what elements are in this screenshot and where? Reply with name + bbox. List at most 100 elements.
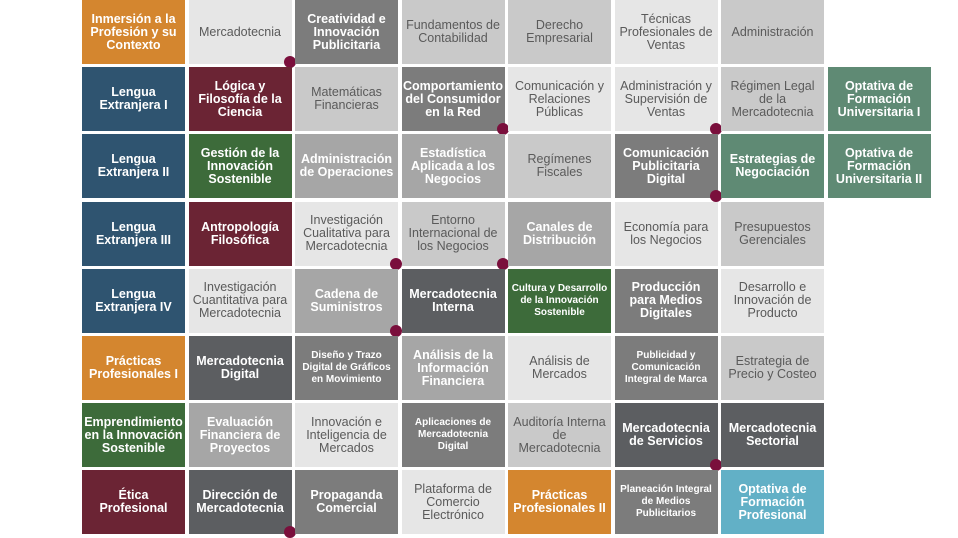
course-cell: Emprendimiento en la Innovación Sostenib… <box>82 403 185 468</box>
course-cell: Lengua Extranjera III <box>82 201 185 266</box>
course-cell: Mercadotecnia Digital <box>188 336 292 400</box>
course-name: Planeación Integral de Medios Publicitar… <box>620 484 712 520</box>
course-name: Cultura y Desarrollo de la Innovación So… <box>511 282 608 318</box>
course-name: Canales de Distribución <box>523 219 596 247</box>
course-cell: Administración <box>721 0 824 64</box>
course-cell: Economía para los Negocios <box>614 201 718 266</box>
course-name: Comunicación Publicitaria Digital <box>622 145 710 186</box>
course-cell: Cadena de Suministros <box>295 268 402 337</box>
course-cell: Investigación Cualitativa para Mercadote… <box>295 201 402 270</box>
marker-dot-icon <box>709 190 722 203</box>
course-name: Administración y Supervisión de Ventas <box>620 78 712 119</box>
course-name: Optativa de Formación Profesional <box>738 481 807 522</box>
course-name: Presupuestos Gerenciales <box>734 219 811 247</box>
course-cell: Análisis de la Información Financiera <box>401 336 505 400</box>
course-cell: Mercadotecnia de Servicios <box>614 403 722 472</box>
course-name: Régimen Legal de la Mercadotecnia <box>730 78 815 119</box>
course-name: Plataforma de Comercio Electrónico <box>414 481 492 522</box>
course-cell: Producción para Medios Digitales <box>614 268 718 333</box>
course-name: Desarrollo e Innovación de Producto <box>733 280 812 321</box>
course-name: Antropología Filosófica <box>201 219 279 247</box>
course-name: Técnicas Profesionales de Ventas <box>619 11 713 52</box>
course-cell: Comportamiento del Consumidor en la Red <box>401 67 509 136</box>
course-cell: Presupuestos Gerenciales <box>721 201 824 266</box>
course-cell: Comunicación y Relaciones Públicas <box>508 67 611 132</box>
course-name: Optativa de Formación Universitaria I <box>837 78 921 119</box>
marker-dot-icon <box>283 526 296 538</box>
course-cell: Creatividad e Innovación Publicitaria <box>295 0 398 64</box>
course-cell: Entorno Internacional de los Negocios <box>401 201 509 270</box>
course-cell: Planeación Integral de Medios Publicitar… <box>614 470 718 535</box>
course-name: Fundamentos de Contabilidad <box>406 18 500 45</box>
course-name: Evaluación Financiera de Proyectos <box>199 414 281 455</box>
course-name: Prácticas Profesionales I <box>89 354 178 381</box>
course-cell: Antropología Filosófica <box>188 201 292 266</box>
course-cell: Lengua Extranjera I <box>82 67 185 132</box>
course-name: Gestión de la Innovación Sostenible <box>200 145 280 186</box>
marker-dot-icon <box>390 324 402 337</box>
course-cell: Lógica y Filosofía de la Ciencia <box>188 67 292 132</box>
course-name: Prácticas Profesionales II <box>513 488 606 516</box>
course-name: Aplicaciones de Mercadotecnia Digital <box>414 417 492 453</box>
marker-dot-icon <box>283 56 296 68</box>
course-name: Mercadotecnia Digital <box>196 354 284 381</box>
course-cell: Plataforma de Comercio Electrónico <box>401 470 505 535</box>
course-name: Lengua Extranjera III <box>95 219 172 247</box>
course-cell: Optativa de Formación Universitaria II <box>827 134 931 199</box>
course-cell: Administración de Operaciones <box>295 134 398 199</box>
course-name: Análisis de Mercados <box>529 354 590 381</box>
course-name: Regímenes Fiscales <box>527 152 592 180</box>
course-name: Innovación e Inteligencia de Mercados <box>306 414 387 455</box>
course-cell: Comunicación Publicitaria Digital <box>614 134 722 203</box>
course-cell: Regímenes Fiscales <box>508 134 611 199</box>
course-cell: Innovación e Inteligencia de Mercados <box>295 403 398 468</box>
course-name: Propaganda Comercial <box>310 488 383 516</box>
course-name: Estrategia de Precio y Costeo <box>728 354 817 381</box>
course-name: Estrategias de Negociación <box>729 152 816 180</box>
course-name: Diseño y Trazo Digital de Gráficos en Mo… <box>302 350 391 385</box>
course-name: Dirección de Mercadotecnia <box>196 488 284 516</box>
course-cell: Ética Profesional <box>82 470 185 535</box>
course-cell: Inmersión a la Profesión y su Contexto <box>82 0 185 64</box>
course-name: Cadena de Suministros <box>310 286 383 314</box>
course-cell: Gestión de la Innovación Sostenible <box>188 134 292 199</box>
course-cell: Prácticas Profesionales I <box>82 336 185 400</box>
course-cell: Publicidad y Comunicación Integral de Ma… <box>614 336 718 400</box>
course-cell: Estrategia de Precio y Costeo <box>721 336 824 400</box>
course-name: Investigación Cuantitativa para Mercadot… <box>192 280 288 321</box>
course-cell: Diseño y Trazo Digital de Gráficos en Mo… <box>295 336 398 400</box>
course-name: Emprendimiento en la Innovación Sostenib… <box>84 414 183 455</box>
course-name: Administración <box>731 24 814 39</box>
course-cell: Análisis de Mercados <box>508 336 611 400</box>
course-name: Comportamiento del Consumidor en la Red <box>403 78 503 119</box>
course-cell: Mercadotecnia Sectorial <box>721 403 824 468</box>
marker-dot-icon <box>709 123 722 136</box>
course-name: Creatividad e Innovación Publicitaria <box>307 11 386 52</box>
course-name: Lengua Extranjera I <box>99 85 168 113</box>
course-cell: Lengua Extranjera II <box>82 134 185 199</box>
course-name: Producción para Medios Digitales <box>629 280 703 321</box>
marker-dot-icon <box>496 257 509 270</box>
marker-dot-icon <box>709 459 722 472</box>
course-cell: Auditoría Interna de Mercadotecnia <box>508 403 611 468</box>
course-name: Análisis de la Información Financiera <box>413 347 493 388</box>
course-name: Derecho Empresarial <box>526 18 593 45</box>
course-name: Estadística Aplicada a los Negocios <box>410 145 496 186</box>
course-cell: Evaluación Financiera de Proyectos <box>188 403 292 468</box>
course-cell: Prácticas Profesionales II <box>508 470 611 535</box>
course-cell: Canales de Distribución <box>508 201 611 266</box>
course-cell: Dirección de Mercadotecnia <box>188 470 296 538</box>
course-name: Economía para los Negocios <box>623 219 709 247</box>
course-cell: Desarrollo e Innovación de Producto <box>721 268 824 333</box>
course-name: Optativa de Formación Universitaria II <box>835 145 923 186</box>
marker-dot-icon <box>496 123 509 136</box>
course-cell: Administración y Supervisión de Ventas <box>614 67 722 136</box>
course-cell: Propaganda Comercial <box>295 470 398 535</box>
course-name: Publicidad y Comunicación Integral de Ma… <box>624 350 708 385</box>
course-cell: Cultura y Desarrollo de la Innovación So… <box>508 268 611 333</box>
course-name: Administración de Operaciones <box>299 152 394 180</box>
course-cell: Fundamentos de Contabilidad <box>401 0 505 64</box>
course-cell: Investigación Cuantitativa para Mercadot… <box>188 268 292 333</box>
course-name: Auditoría Interna de Mercadotecnia <box>513 414 606 455</box>
course-cell: Técnicas Profesionales de Ventas <box>614 0 718 64</box>
